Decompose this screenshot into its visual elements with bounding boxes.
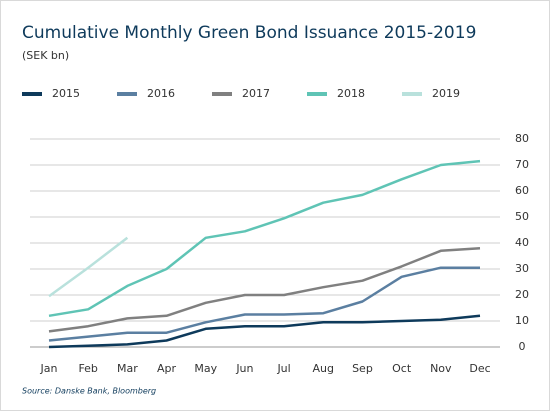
legend-label: 2017	[242, 87, 270, 100]
x-tick-label: Mar	[117, 362, 138, 375]
series-line	[48, 236, 129, 298]
series-line	[48, 266, 480, 342]
legend-label: 2015	[52, 87, 80, 100]
y-tick-label: 0	[519, 340, 526, 353]
y-tick-label: 20	[515, 288, 529, 301]
x-tick-label: May	[194, 362, 217, 375]
x-tick-label: Oct	[392, 362, 412, 375]
x-tick-label: Nov	[430, 362, 452, 375]
legend-label: 2018	[337, 87, 365, 100]
y-tick-label: 70	[515, 158, 529, 171]
series-line	[48, 314, 481, 349]
y-tick-label: 80	[515, 132, 529, 145]
y-tick-label: 40	[515, 236, 529, 249]
x-tick-label: Aug	[313, 362, 334, 375]
x-tick-label: Sep	[352, 362, 373, 375]
chart-title: Cumulative Monthly Green Bond Issuance 2…	[22, 23, 476, 43]
y-tick-label: 10	[515, 314, 529, 327]
x-tick-label: Jan	[40, 362, 58, 375]
y-tick-label: 60	[515, 184, 529, 197]
legend-label: 2019	[432, 87, 460, 100]
y-tick-label: 30	[515, 262, 529, 275]
source: Source: Danske Bank, Bloomberg	[22, 387, 156, 396]
legend-label: 2016	[147, 87, 175, 100]
x-tick-label: Apr	[157, 362, 177, 375]
series-line	[48, 246, 481, 333]
x-tick-label: Jun	[235, 362, 253, 375]
x-tick-label: Jul	[276, 362, 290, 375]
x-tick-label: Dec	[469, 362, 490, 375]
x-tick-label: Feb	[78, 362, 97, 375]
y-tick-label: 50	[515, 210, 529, 223]
chart-subtitle: (SEK bn)	[22, 49, 69, 62]
series-line	[48, 159, 481, 318]
